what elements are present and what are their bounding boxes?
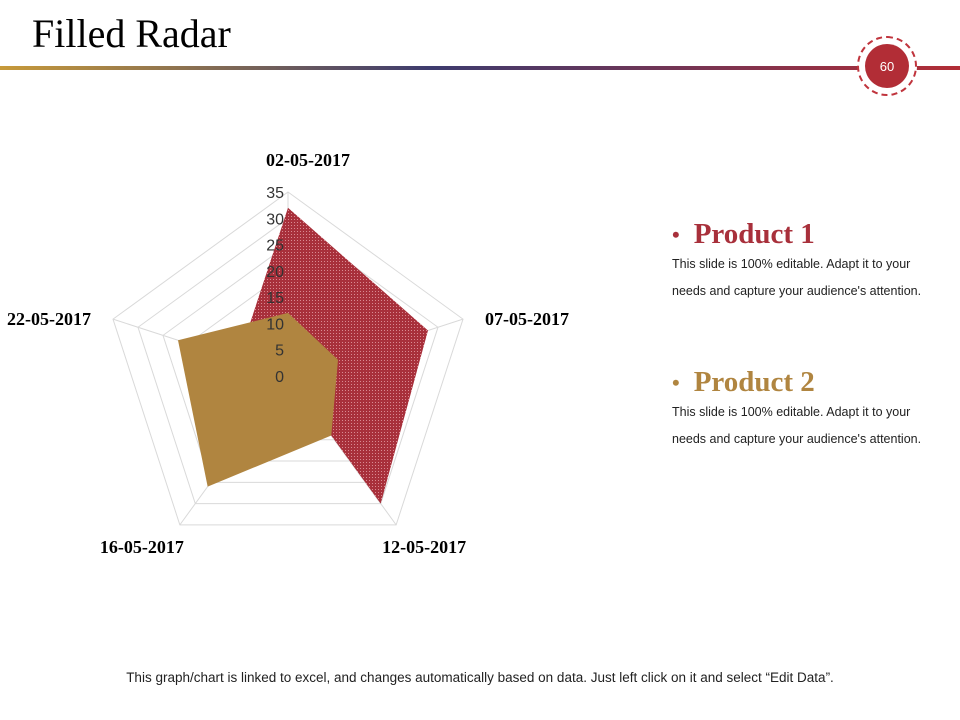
- radar-category-label: 07-05-2017: [485, 309, 569, 329]
- radar-category-label: 16-05-2017: [100, 537, 184, 557]
- legend-product-2-desc: This slide is 100% editable. Adapt it to…: [672, 405, 922, 446]
- radar-tick-label: 30: [266, 211, 284, 228]
- legend-product-1-desc: This slide is 100% editable. Adapt it to…: [672, 257, 922, 298]
- legend-product-2-heading: • Product 2: [672, 368, 942, 397]
- radar-category-label: 12-05-2017: [382, 537, 466, 557]
- radar-grid-ring: [112, 191, 464, 526]
- legend-product-1-heading: • Product 1: [672, 220, 942, 249]
- legend-product-1-label: Product 1: [693, 218, 815, 250]
- radar-grid-ring: [137, 217, 439, 505]
- bullet-icon: •: [672, 221, 680, 247]
- radar-tick-label: 35: [266, 185, 284, 202]
- page-number-badge: 60: [865, 44, 909, 88]
- slide-title: Filled Radar: [32, 11, 231, 56]
- radar-series-2: [178, 312, 338, 487]
- radar-tick-label: 10: [266, 316, 284, 333]
- legend-product-1: • Product 1 This slide is 100% editable.…: [672, 220, 942, 304]
- radar-tick-label: 20: [266, 264, 284, 281]
- radar-tick-label: 5: [275, 343, 284, 360]
- radar-category-label: 22-05-2017: [7, 309, 91, 329]
- radar-tick-label: 25: [266, 238, 284, 255]
- radar-tick-label: 15: [266, 290, 284, 307]
- footer-note: This graph/chart is linked to excel, and…: [126, 670, 834, 685]
- radar-category-label: 02-05-2017: [266, 150, 350, 170]
- bullet-icon: •: [672, 369, 680, 395]
- legend-product-2-label: Product 2: [693, 366, 815, 398]
- legend-product-2: • Product 2 This slide is 100% editable.…: [672, 368, 942, 452]
- title-divider: [0, 66, 960, 70]
- radar-tick-label: 0: [275, 369, 284, 386]
